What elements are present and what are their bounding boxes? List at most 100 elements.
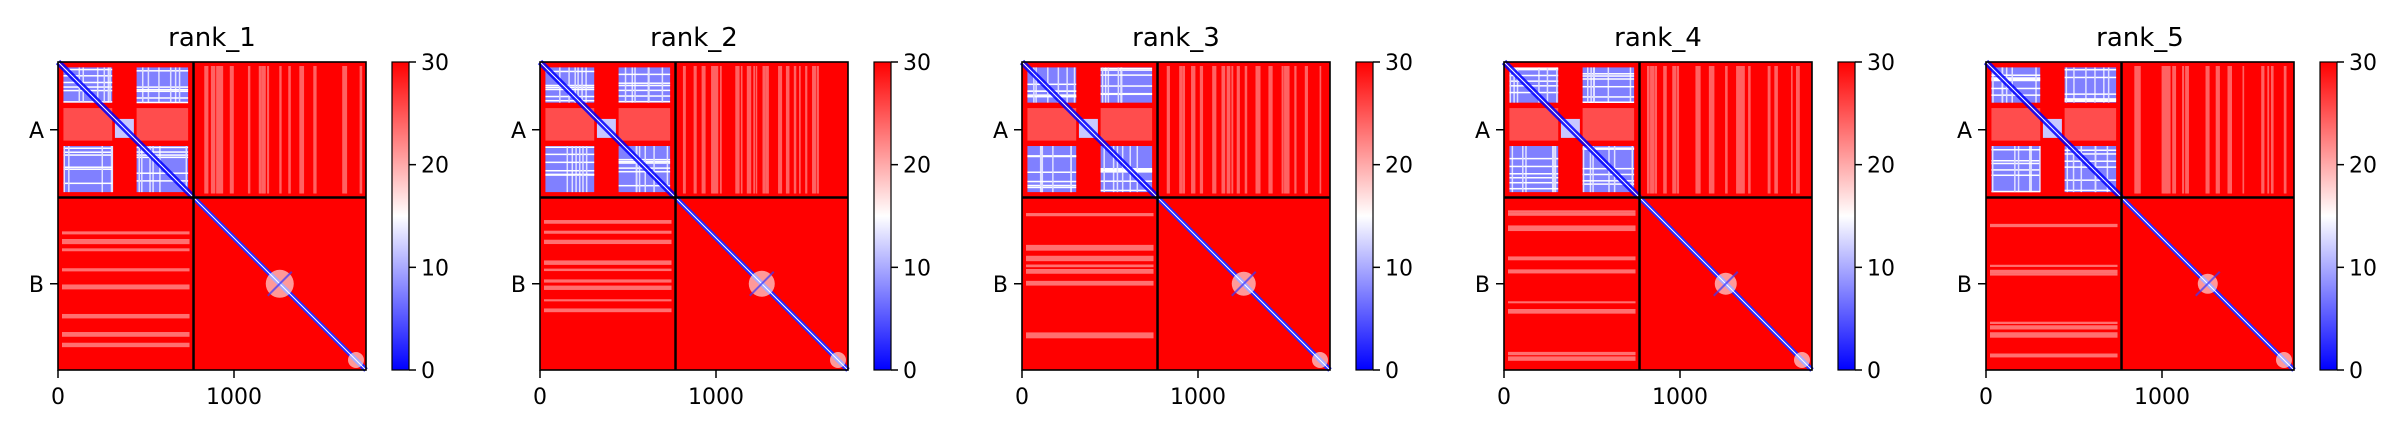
contact-block-line	[1100, 74, 1153, 76]
axes-frame	[1021, 61, 1331, 371]
panel-title: rank_2	[650, 23, 738, 53]
contact-block-line	[2094, 67, 2096, 103]
stripe	[1708, 66, 1712, 194]
contact-gap	[545, 108, 595, 141]
stripe	[778, 66, 783, 194]
stripe	[2270, 66, 2274, 194]
contact-block-line	[1100, 85, 1153, 87]
contact-block-line	[2014, 146, 2016, 193]
colorbar-tick-label: 0	[2349, 359, 2363, 384]
stripe	[740, 66, 743, 194]
stripe	[1508, 210, 1636, 213]
stripe	[62, 231, 190, 235]
chain-a-diagonal-line	[539, 61, 676, 198]
contact-block-line	[136, 172, 189, 174]
chain-a-block	[1501, 59, 1642, 200]
contact-block-line	[577, 67, 579, 103]
colorbar-tick-label: 0	[421, 359, 435, 384]
contact-block-line	[169, 67, 172, 103]
contact-block-line	[63, 168, 113, 170]
stripe	[544, 260, 672, 265]
contact-block-line	[1538, 67, 1540, 103]
stripe	[2267, 66, 2270, 194]
stripe	[2207, 66, 2210, 194]
contact-gap	[1027, 108, 1077, 141]
panel-title: rank_5	[2096, 23, 2184, 53]
chain-b-block	[191, 195, 368, 372]
contact-block-line	[1991, 77, 2041, 79]
stripe	[1676, 66, 1680, 194]
stripe	[544, 239, 672, 245]
stripe	[1182, 66, 1186, 194]
stripe	[1508, 269, 1636, 274]
stripe	[735, 66, 740, 194]
stripe	[544, 220, 672, 224]
stripe	[1990, 273, 2118, 276]
contact-block-line	[141, 67, 144, 103]
stripe	[785, 66, 790, 194]
contact-block-line	[1033, 67, 1035, 103]
stripe	[1650, 66, 1654, 194]
contact-hotspot	[2276, 352, 2292, 368]
contact-block-line	[1992, 67, 1994, 103]
contact-block-line	[63, 146, 66, 193]
contact-block-line	[1509, 165, 1559, 168]
contact-hotspot-line	[2195, 271, 2221, 297]
stripe	[1508, 356, 1636, 361]
contact-gap	[1991, 108, 2041, 141]
contact-block-line	[2001, 67, 2003, 103]
chain-label: A	[29, 119, 44, 144]
contact-block-line	[574, 67, 576, 103]
contact-block-line	[1100, 93, 1153, 96]
contact-block-line	[1553, 146, 1555, 193]
contact-block-line	[618, 95, 671, 97]
contact-block-line	[635, 146, 638, 193]
contact-block-line	[174, 67, 177, 103]
stripe	[816, 66, 819, 194]
contact-block-line	[2030, 146, 2032, 193]
contact-gap	[1100, 108, 1153, 141]
stripe	[1026, 332, 1154, 336]
chain-a-block	[537, 59, 678, 200]
panel-rank_3: rank_3 A B 0 1000 0 10 20 30	[993, 23, 1413, 410]
chain-label: A	[1475, 119, 1490, 144]
stripe	[2242, 66, 2245, 194]
stripe	[2166, 66, 2171, 194]
contact-block-line	[1509, 176, 1559, 179]
contact-block-line	[2064, 100, 2117, 102]
stripe	[755, 66, 758, 194]
contact-block-line	[136, 97, 189, 99]
stripe	[1026, 280, 1154, 286]
contact-hotspot-line	[749, 271, 775, 297]
colorbar-tick-label: 30	[1385, 51, 1413, 76]
off-diagonal-stripes	[1990, 66, 2287, 358]
contact-block-line	[2107, 67, 2110, 103]
stripe	[544, 268, 672, 272]
contact-block-line	[2064, 179, 2117, 181]
stripe	[299, 66, 302, 194]
stripe	[544, 279, 672, 283]
stripe	[1990, 321, 2118, 325]
contact-block-line	[648, 67, 650, 103]
contact-block-line	[63, 147, 113, 149]
contact-block-line	[1027, 171, 1077, 173]
contact-hotspot-line	[267, 271, 293, 297]
chain-label: A	[511, 119, 526, 144]
contact-block-line	[1120, 67, 1123, 103]
contact-block-line	[2080, 146, 2083, 193]
contact-block-line	[661, 67, 664, 103]
stripe	[1026, 213, 1154, 217]
contact-block-line	[1525, 146, 1527, 193]
contact-block-line	[1073, 67, 1076, 103]
stripe	[544, 299, 672, 302]
stripe	[1508, 309, 1636, 314]
axes-frame	[57, 61, 367, 371]
stripe	[1284, 66, 1289, 194]
stripe	[1286, 66, 1290, 194]
contact-gap	[63, 108, 113, 141]
contact-block-line	[136, 70, 189, 72]
contact-block-line	[2017, 146, 2020, 193]
contact-gap	[2064, 108, 2117, 141]
x-tick-label: 0	[533, 385, 547, 410]
chain-a-diagonal-line	[1985, 61, 2122, 198]
